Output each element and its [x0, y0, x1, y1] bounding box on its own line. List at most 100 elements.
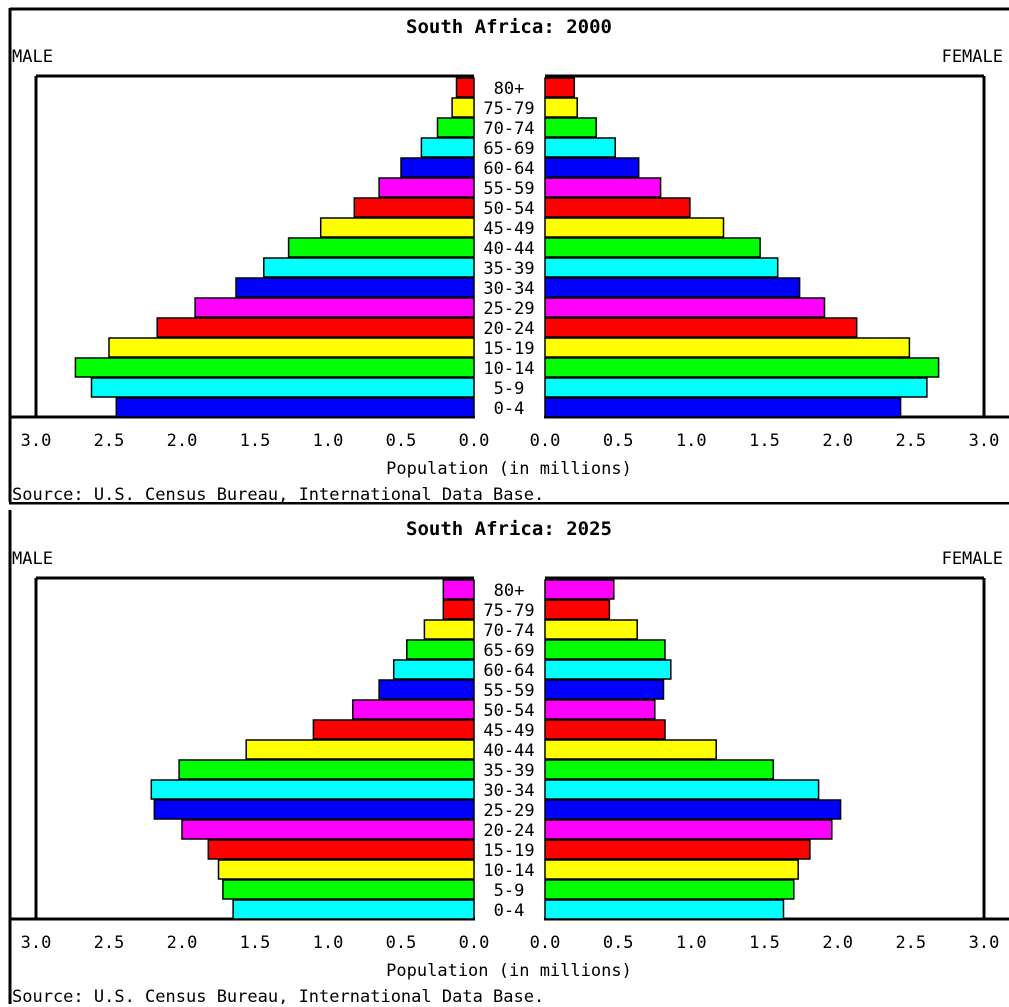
- age-group-label: 15-19: [483, 841, 534, 861]
- female-bar-70-74: [544, 117, 597, 138]
- x-tick-label: 0.5: [386, 431, 417, 451]
- age-group-label: 5-9: [494, 881, 525, 901]
- age-group-label: 65-69: [483, 641, 534, 661]
- age-group-label: 10-14: [483, 861, 534, 881]
- male-bar-80+: [442, 579, 475, 600]
- female-bar-80+: [544, 579, 615, 600]
- male-bar-5-9: [90, 377, 475, 398]
- female-bar-80+: [544, 77, 576, 98]
- age-group-label: 55-59: [483, 681, 534, 701]
- x-tick-label: 2.5: [895, 933, 926, 953]
- female-bar-65-69: [544, 639, 666, 660]
- x-axis-title: Population (in millions): [386, 459, 632, 479]
- male-bar-45-49: [312, 719, 475, 740]
- female-bar-15-19: [544, 839, 811, 860]
- female-bar-40-44: [544, 739, 717, 760]
- x-tick-label: 3.0: [969, 933, 1000, 953]
- female-bar-45-49: [544, 217, 725, 238]
- source-note: Source: U.S. Census Bureau, Internationa…: [12, 485, 544, 502]
- age-group-label: 65-69: [483, 139, 534, 159]
- x-tick-label: 2.0: [822, 933, 853, 953]
- female-bar-40-44: [544, 237, 761, 258]
- pyramid-chart-2025: South Africa: 2025 MALE FEMALE 80+75-7970-7…: [8, 502, 1009, 1004]
- age-group-label: 25-29: [483, 299, 534, 319]
- x-tick-label: 2.0: [167, 933, 198, 953]
- female-bar-60-64: [544, 157, 640, 178]
- x-tick-label: 2.5: [895, 431, 926, 451]
- female-bar-10-14: [544, 859, 799, 880]
- female-label: FEMALE: [942, 549, 1003, 569]
- male-bar-25-29: [194, 297, 475, 318]
- age-group-label: 50-54: [483, 199, 534, 219]
- age-group-label: 35-39: [483, 761, 534, 781]
- male-bar-40-44: [245, 739, 475, 760]
- male-bar-55-59: [378, 679, 475, 700]
- female-bar-0-4: [544, 899, 785, 920]
- x-tick-label: 3.0: [969, 431, 1000, 451]
- female-label: FEMALE: [942, 47, 1003, 67]
- age-group-label: 30-34: [483, 781, 534, 801]
- male-bar-20-24: [156, 317, 475, 338]
- x-tick-label: 0.0: [530, 431, 561, 451]
- x-tick-label: 1.0: [676, 431, 707, 451]
- pyramid-panel-2025: South Africa: 2025 MALE FEMALE 80+ 75-79 70-7…: [0, 502, 1009, 1004]
- female-bar-25-29: [544, 799, 842, 820]
- age-group-label: 40-44: [483, 239, 534, 259]
- female-bar-55-59: [544, 177, 662, 198]
- age-group-label: 35-39: [483, 259, 534, 279]
- age-group-label: 80+: [494, 79, 525, 99]
- female-bar-20-24: [544, 317, 858, 338]
- female-bar-5-9: [544, 879, 795, 900]
- male-bar-10-14: [217, 859, 475, 880]
- age-group-label: 55-59: [483, 179, 534, 199]
- x-tick-label: 1.5: [749, 933, 780, 953]
- x-tick-label: 0.5: [603, 933, 634, 953]
- male-bar-0-4: [115, 397, 475, 418]
- age-group-label: 45-49: [483, 219, 534, 239]
- age-group-label: 75-79: [483, 601, 534, 621]
- age-group-label: 20-24: [483, 821, 534, 841]
- male-bar-70-74: [423, 619, 475, 640]
- x-tick-label: 2.5: [94, 431, 125, 451]
- chart-title: South Africa: 2000: [406, 16, 612, 38]
- male-bar-35-39: [263, 257, 475, 278]
- male-bar-40-44: [287, 237, 475, 258]
- x-tick-label: 3.0: [21, 431, 52, 451]
- age-group-label: 75-79: [483, 99, 534, 119]
- female-bar-30-34: [544, 779, 820, 800]
- age-group-label: 5-9: [494, 379, 525, 399]
- female-bar-65-69: [544, 137, 616, 158]
- pyramid-chart-2000: South Africa: 2000 MALE FEMALE 80+75-7970-7…: [8, 7, 1009, 502]
- male-bar-55-59: [378, 177, 475, 198]
- x-tick-label: 2.0: [822, 431, 853, 451]
- chart-title: South Africa: 2025: [406, 518, 612, 540]
- x-tick-label: 1.0: [313, 431, 344, 451]
- male-bar-15-19: [108, 337, 475, 358]
- x-tick-label: 1.5: [240, 431, 271, 451]
- female-bar-50-54: [544, 197, 691, 218]
- female-bar-45-49: [544, 719, 666, 740]
- male-bar-50-54: [353, 197, 475, 218]
- x-tick-label: 0.0: [459, 933, 490, 953]
- male-bar-80+: [455, 77, 475, 98]
- age-group-label: 50-54: [483, 701, 534, 721]
- x-tick-label: 0.5: [603, 431, 634, 451]
- age-group-label: 40-44: [483, 741, 534, 761]
- age-group-label: 20-24: [483, 319, 534, 339]
- x-tick-label: 2.0: [167, 431, 198, 451]
- source-note: Source: U.S. Census Bureau, Internationa…: [12, 987, 544, 1004]
- male-bar-20-24: [181, 819, 475, 840]
- female-bar-75-79: [544, 97, 578, 118]
- age-group-label: 70-74: [483, 119, 534, 139]
- age-group-label: 30-34: [483, 279, 534, 299]
- x-tick-label: 1.0: [676, 933, 707, 953]
- age-group-label: 10-14: [483, 359, 534, 379]
- male-bar-15-19: [207, 839, 475, 860]
- female-bar-35-39: [544, 257, 779, 278]
- female-bar-75-79: [544, 599, 611, 620]
- female-bar-5-9: [544, 377, 928, 398]
- pyramid-panel-2000: South Africa: 2000 MALE FEMALE 80+ 75-79 70-7…: [0, 0, 1009, 502]
- age-group-label: 25-29: [483, 801, 534, 821]
- female-bar-25-29: [544, 297, 826, 318]
- age-group-label: 15-19: [483, 339, 534, 359]
